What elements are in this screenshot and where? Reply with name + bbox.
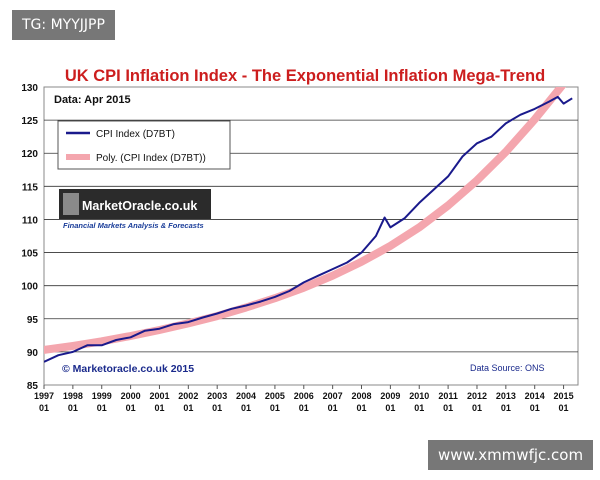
x-tick-year: 2014 (525, 391, 545, 401)
x-tick-year: 2009 (380, 391, 400, 401)
x-tick-month: 01 (357, 403, 367, 413)
x-tick-month: 01 (154, 403, 164, 413)
y-tick-label: 110 (22, 215, 39, 226)
x-tick-month: 01 (328, 403, 338, 413)
series-line-cpi (44, 95, 573, 363)
x-tick-year: 2012 (467, 391, 487, 401)
chart-title: UK CPI Inflation Index - The Exponential… (65, 67, 545, 85)
x-tick-month: 01 (559, 403, 569, 413)
y-tick-label: 130 (21, 83, 38, 94)
x-tick-month: 01 (126, 403, 136, 413)
watermark-bottom: www.xmmwfjc.com (428, 440, 594, 470)
x-tick-month: 01 (68, 403, 78, 413)
data-date-label: Data: Apr 2015 (54, 94, 131, 106)
y-tick-label: 90 (27, 348, 39, 359)
x-tick-month: 01 (299, 403, 309, 413)
copyright-label: © Marketoracle.co.uk 2015 (62, 363, 194, 375)
y-tick-label: 105 (21, 249, 38, 260)
watermark-top: TG: MYYJJPP (12, 10, 115, 40)
y-tick-label: 125 (21, 116, 38, 127)
legend-label-poly: Poly. (CPI Index (D7BT)) (96, 153, 206, 164)
x-tick-month: 01 (270, 403, 280, 413)
x-tick-year: 2002 (178, 391, 198, 401)
y-tick-label: 100 (21, 282, 38, 293)
x-tick-year: 2010 (409, 391, 429, 401)
x-tick-month: 01 (97, 403, 107, 413)
x-tick-year: 2004 (236, 391, 256, 401)
x-tick-year: 2006 (294, 391, 314, 401)
x-tick-year: 1997 (34, 391, 54, 401)
x-tick-year: 2005 (265, 391, 285, 401)
x-tick-year: 2015 (554, 391, 574, 401)
x-tick-month: 01 (443, 403, 453, 413)
logo-background (59, 189, 211, 219)
x-tick-year: 2008 (351, 391, 371, 401)
x-tick-year: 2003 (207, 391, 227, 401)
logo-tagline: Financial Markets Analysis & Forecasts (63, 221, 204, 230)
x-tick-year: 2011 (438, 391, 458, 401)
x-tick-month: 01 (414, 403, 424, 413)
y-tick-label: 95 (27, 315, 39, 326)
x-axis-ticks: 1997 01 1998 01 1999 01 2000 01 2001 01 2002 01 2003… (34, 385, 574, 413)
x-tick-year: 2007 (323, 391, 343, 401)
x-tick-month: 01 (39, 403, 49, 413)
y-tick-label: 85 (27, 381, 39, 392)
y-axis-ticks: 85 90 95 100 105 110 115 120 125 130 (21, 83, 38, 392)
y-tick-label: 120 (21, 149, 38, 160)
x-tick-month: 01 (385, 403, 395, 413)
marketoracle-logo: MarketOracle.co.uk Financial Markets Ana… (59, 189, 211, 230)
x-tick-month: 01 (183, 403, 193, 413)
x-tick-year: 2001 (149, 391, 169, 401)
logo-text: MarketOracle.co.uk (82, 199, 197, 213)
x-tick-month: 01 (212, 403, 222, 413)
legend-label-cpi: CPI Index (D7BT) (96, 129, 175, 140)
x-tick-month: 01 (472, 403, 482, 413)
y-tick-label: 115 (22, 182, 39, 193)
logo-figure-icon (63, 193, 79, 215)
x-tick-month: 01 (530, 403, 540, 413)
legend-box (57, 120, 231, 170)
data-source-label: Data Source: ONS (470, 363, 545, 373)
x-tick-year: 1999 (92, 391, 112, 401)
x-tick-month: 01 (241, 403, 251, 413)
legend: CPI Index (D7BT) Poly. (CPI Index (D7BT)… (57, 120, 231, 170)
x-tick-year: 2000 (121, 391, 141, 401)
x-tick-year: 2013 (496, 391, 516, 401)
x-tick-year: 1998 (63, 391, 83, 401)
x-tick-month: 01 (501, 403, 511, 413)
series-layer (44, 87, 573, 363)
